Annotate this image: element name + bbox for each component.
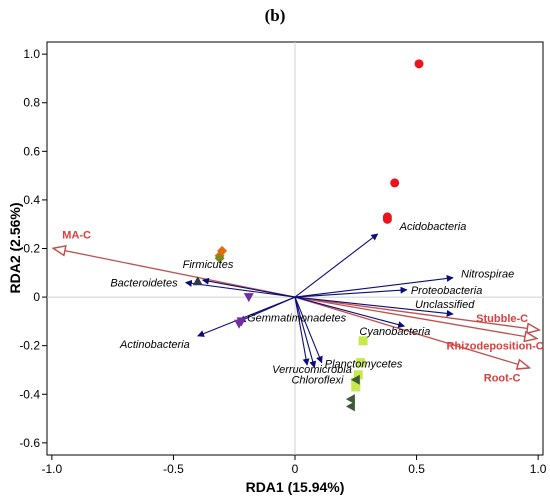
env-arrow: [294, 296, 538, 330]
y-tick-label: -0.6: [19, 436, 40, 450]
sample-point-square: [351, 382, 361, 392]
environment-arrows: [54, 249, 538, 368]
env-arrow: [294, 296, 528, 367]
x-tick-label: -1.0: [42, 462, 63, 476]
species-arrow-label: Unclassified: [415, 299, 475, 311]
species-arrow: [201, 277, 296, 298]
species-arrow: [294, 296, 323, 364]
arrow-labels: MA-C Stubble-C Rhizodeposition-C Root-C Acid…: [62, 221, 543, 387]
species-arrow-label: Acidobacteria: [399, 221, 467, 233]
species-arrow-label: Cyanobacteria: [359, 326, 430, 338]
species-arrow: [294, 296, 310, 366]
x-tick-label: 0: [292, 462, 299, 476]
env-arrow: [54, 249, 296, 298]
sample-point-circle: [390, 178, 400, 188]
env-arrow-label: Stubble-C: [476, 313, 528, 325]
reference-lines: [47, 42, 543, 455]
sample-point-triangle-left: [345, 394, 355, 405]
sample-point-triangle-down: [234, 319, 245, 329]
env-arrow-label: Rhizodeposition-C: [447, 340, 544, 352]
x-axis-title: RDA1 (15.94%): [246, 479, 345, 495]
y-tick-label: -0.4: [19, 387, 40, 401]
species-arrow: [294, 296, 454, 317]
sample-point-triangle-left: [350, 374, 360, 385]
species-arrow-label: Proteobacteria: [411, 285, 483, 297]
env-arrow: [294, 296, 536, 338]
y-tick-label: 0.8: [23, 96, 40, 110]
sample-point-circle: [414, 59, 424, 69]
species-arrow-label: Bacteroidetes: [110, 278, 178, 290]
x-axis-ticks: -1.0 -0.5 0 0.5 1.0: [42, 455, 547, 476]
species-arrow-label: Planctomycetes: [325, 359, 403, 371]
species-arrow-label: Verrucomicrobia: [272, 364, 352, 376]
sample-point-diamond: [214, 253, 225, 264]
x-tick-label: 1.0: [530, 462, 547, 476]
y-tick-label: 0.6: [23, 144, 40, 158]
species-arrow: [294, 286, 408, 298]
y-tick-label: 0: [33, 290, 40, 304]
species-arrow: [197, 296, 296, 337]
species-arrow-label: Nitrospirae: [461, 269, 514, 281]
sample-point-circle: [382, 214, 392, 224]
env-arrow-label: MA-C: [62, 230, 91, 242]
y-tick-label: 1.0: [23, 47, 40, 61]
species-arrow-label: Chloroflexi: [291, 375, 344, 387]
species-arrow-label: Gemmatimonadetes: [247, 312, 347, 324]
species-arrow: [294, 296, 406, 329]
sample-point-square: [356, 358, 366, 368]
species-arrow: [294, 233, 379, 298]
y-tick-label: 0.4: [23, 193, 40, 207]
species-arrow-label: Firmicutes: [183, 259, 234, 271]
sample-point-triangle-down: [243, 293, 254, 303]
x-tick-label: -0.5: [163, 462, 184, 476]
env-arrow-label: Root-C: [484, 373, 521, 385]
sample-point-triangle-left: [345, 401, 355, 412]
sample-point-triangle-up: [192, 276, 203, 286]
species-arrow: [294, 296, 317, 369]
y-tick-label: 0.2: [23, 242, 40, 256]
sample-points: [192, 59, 424, 412]
species-arrows: [184, 233, 454, 369]
species-arrow: [294, 274, 454, 298]
species-arrow-label: Actinobacteria: [119, 339, 190, 351]
sample-point-square: [358, 336, 368, 346]
y-axis-title: RDA2 (2.56%): [7, 202, 23, 293]
sample-point-square: [353, 370, 363, 380]
x-tick-label: 0.5: [408, 462, 425, 476]
y-axis-ticks: -0.6 -0.4 -0.2 0 0.2 0.4 0.6 0.8 1.0: [19, 47, 47, 450]
species-arrow: [184, 279, 296, 298]
panel-label: (b): [264, 6, 286, 25]
y-tick-label: -0.2: [19, 339, 40, 353]
